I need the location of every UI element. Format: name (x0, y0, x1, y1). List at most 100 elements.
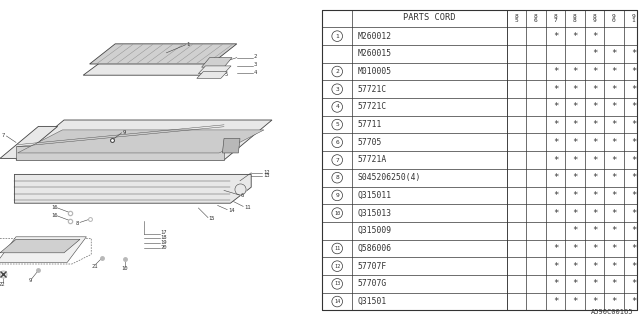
Text: *: * (572, 173, 578, 182)
Text: 17: 17 (161, 230, 167, 236)
Text: PARTS CORD: PARTS CORD (403, 13, 456, 22)
Text: *: * (592, 85, 597, 94)
Text: *: * (611, 244, 617, 253)
Text: *: * (611, 138, 617, 147)
Text: *: * (592, 32, 597, 41)
Text: 9: 9 (593, 18, 596, 23)
Polygon shape (18, 130, 264, 153)
Text: *: * (553, 85, 558, 94)
Text: *: * (572, 32, 578, 41)
Text: *: * (611, 279, 617, 288)
Text: *: * (572, 262, 578, 271)
Text: 0: 0 (612, 18, 616, 23)
Polygon shape (202, 58, 232, 67)
Polygon shape (16, 146, 224, 160)
Text: *: * (572, 244, 578, 253)
Text: *: * (553, 262, 558, 271)
Text: *: * (592, 67, 597, 76)
Text: 10: 10 (334, 211, 340, 216)
Text: 15: 15 (209, 216, 215, 221)
Text: *: * (553, 209, 558, 218)
Text: 1: 1 (186, 42, 189, 47)
Text: 13: 13 (263, 173, 269, 178)
Text: 57721C: 57721C (357, 85, 387, 94)
Text: *: * (631, 226, 636, 235)
Text: 8: 8 (534, 14, 538, 19)
Text: *: * (611, 173, 617, 182)
Text: 9: 9 (28, 278, 31, 284)
Text: 14: 14 (334, 299, 340, 304)
Text: 7: 7 (2, 132, 5, 138)
Text: *: * (631, 209, 636, 218)
Text: 14: 14 (228, 208, 234, 213)
Text: *: * (572, 85, 578, 94)
Text: *: * (611, 297, 617, 306)
Text: 8: 8 (573, 18, 577, 23)
Text: *: * (611, 85, 617, 94)
Text: 8: 8 (515, 14, 518, 19)
Text: 3: 3 (335, 87, 339, 92)
Text: 57721C: 57721C (357, 102, 387, 111)
Text: *: * (631, 191, 636, 200)
Text: *: * (553, 156, 558, 164)
Text: *: * (592, 226, 597, 235)
Text: *: * (553, 32, 558, 41)
Text: *: * (611, 102, 617, 111)
Text: 6: 6 (534, 18, 538, 23)
Polygon shape (83, 59, 227, 75)
Text: 57707F: 57707F (357, 262, 387, 271)
Text: *: * (592, 138, 597, 147)
Text: 16: 16 (51, 205, 58, 210)
Text: *: * (631, 244, 636, 253)
Text: *: * (553, 138, 558, 147)
Text: 57705: 57705 (357, 138, 381, 147)
Text: 2: 2 (335, 69, 339, 74)
Text: *: * (611, 67, 617, 76)
Text: Q315013: Q315013 (357, 209, 392, 218)
Polygon shape (90, 44, 237, 64)
Text: 9: 9 (335, 193, 339, 198)
Text: 8: 8 (573, 14, 577, 19)
Text: 57711: 57711 (357, 120, 381, 129)
Text: *: * (611, 226, 617, 235)
Text: *: * (572, 120, 578, 129)
Text: *: * (553, 120, 558, 129)
Text: *: * (631, 279, 636, 288)
Polygon shape (197, 72, 227, 78)
Text: *: * (592, 262, 597, 271)
Text: M260012: M260012 (357, 32, 392, 41)
Text: *: * (553, 244, 558, 253)
Text: *: * (592, 156, 597, 164)
Text: 18: 18 (161, 235, 167, 240)
Text: 57721A: 57721A (357, 156, 387, 164)
Text: 22: 22 (0, 282, 5, 287)
Text: *: * (592, 173, 597, 182)
Polygon shape (0, 237, 86, 262)
Polygon shape (0, 126, 58, 158)
Text: Q315011: Q315011 (357, 191, 392, 200)
Text: *: * (553, 297, 558, 306)
Text: *: * (631, 67, 636, 76)
Text: Q31501: Q31501 (357, 297, 387, 306)
Polygon shape (0, 239, 80, 253)
Text: *: * (611, 262, 617, 271)
Text: *: * (592, 49, 597, 58)
Text: *: * (572, 67, 578, 76)
Text: 5: 5 (335, 122, 339, 127)
Text: 16: 16 (51, 213, 58, 218)
Text: *: * (611, 209, 617, 218)
Text: 4: 4 (335, 104, 339, 109)
Text: *: * (631, 49, 636, 58)
Text: 7: 7 (335, 157, 339, 163)
Text: *: * (592, 209, 597, 218)
Text: *: * (553, 67, 558, 76)
Text: *: * (553, 279, 558, 288)
Text: 11: 11 (334, 246, 340, 251)
Text: 8: 8 (335, 175, 339, 180)
Text: *: * (592, 191, 597, 200)
Text: 8: 8 (554, 14, 557, 19)
Text: 2: 2 (253, 54, 257, 60)
Text: 5: 5 (515, 18, 518, 23)
Text: *: * (631, 138, 636, 147)
Text: 6: 6 (335, 140, 339, 145)
